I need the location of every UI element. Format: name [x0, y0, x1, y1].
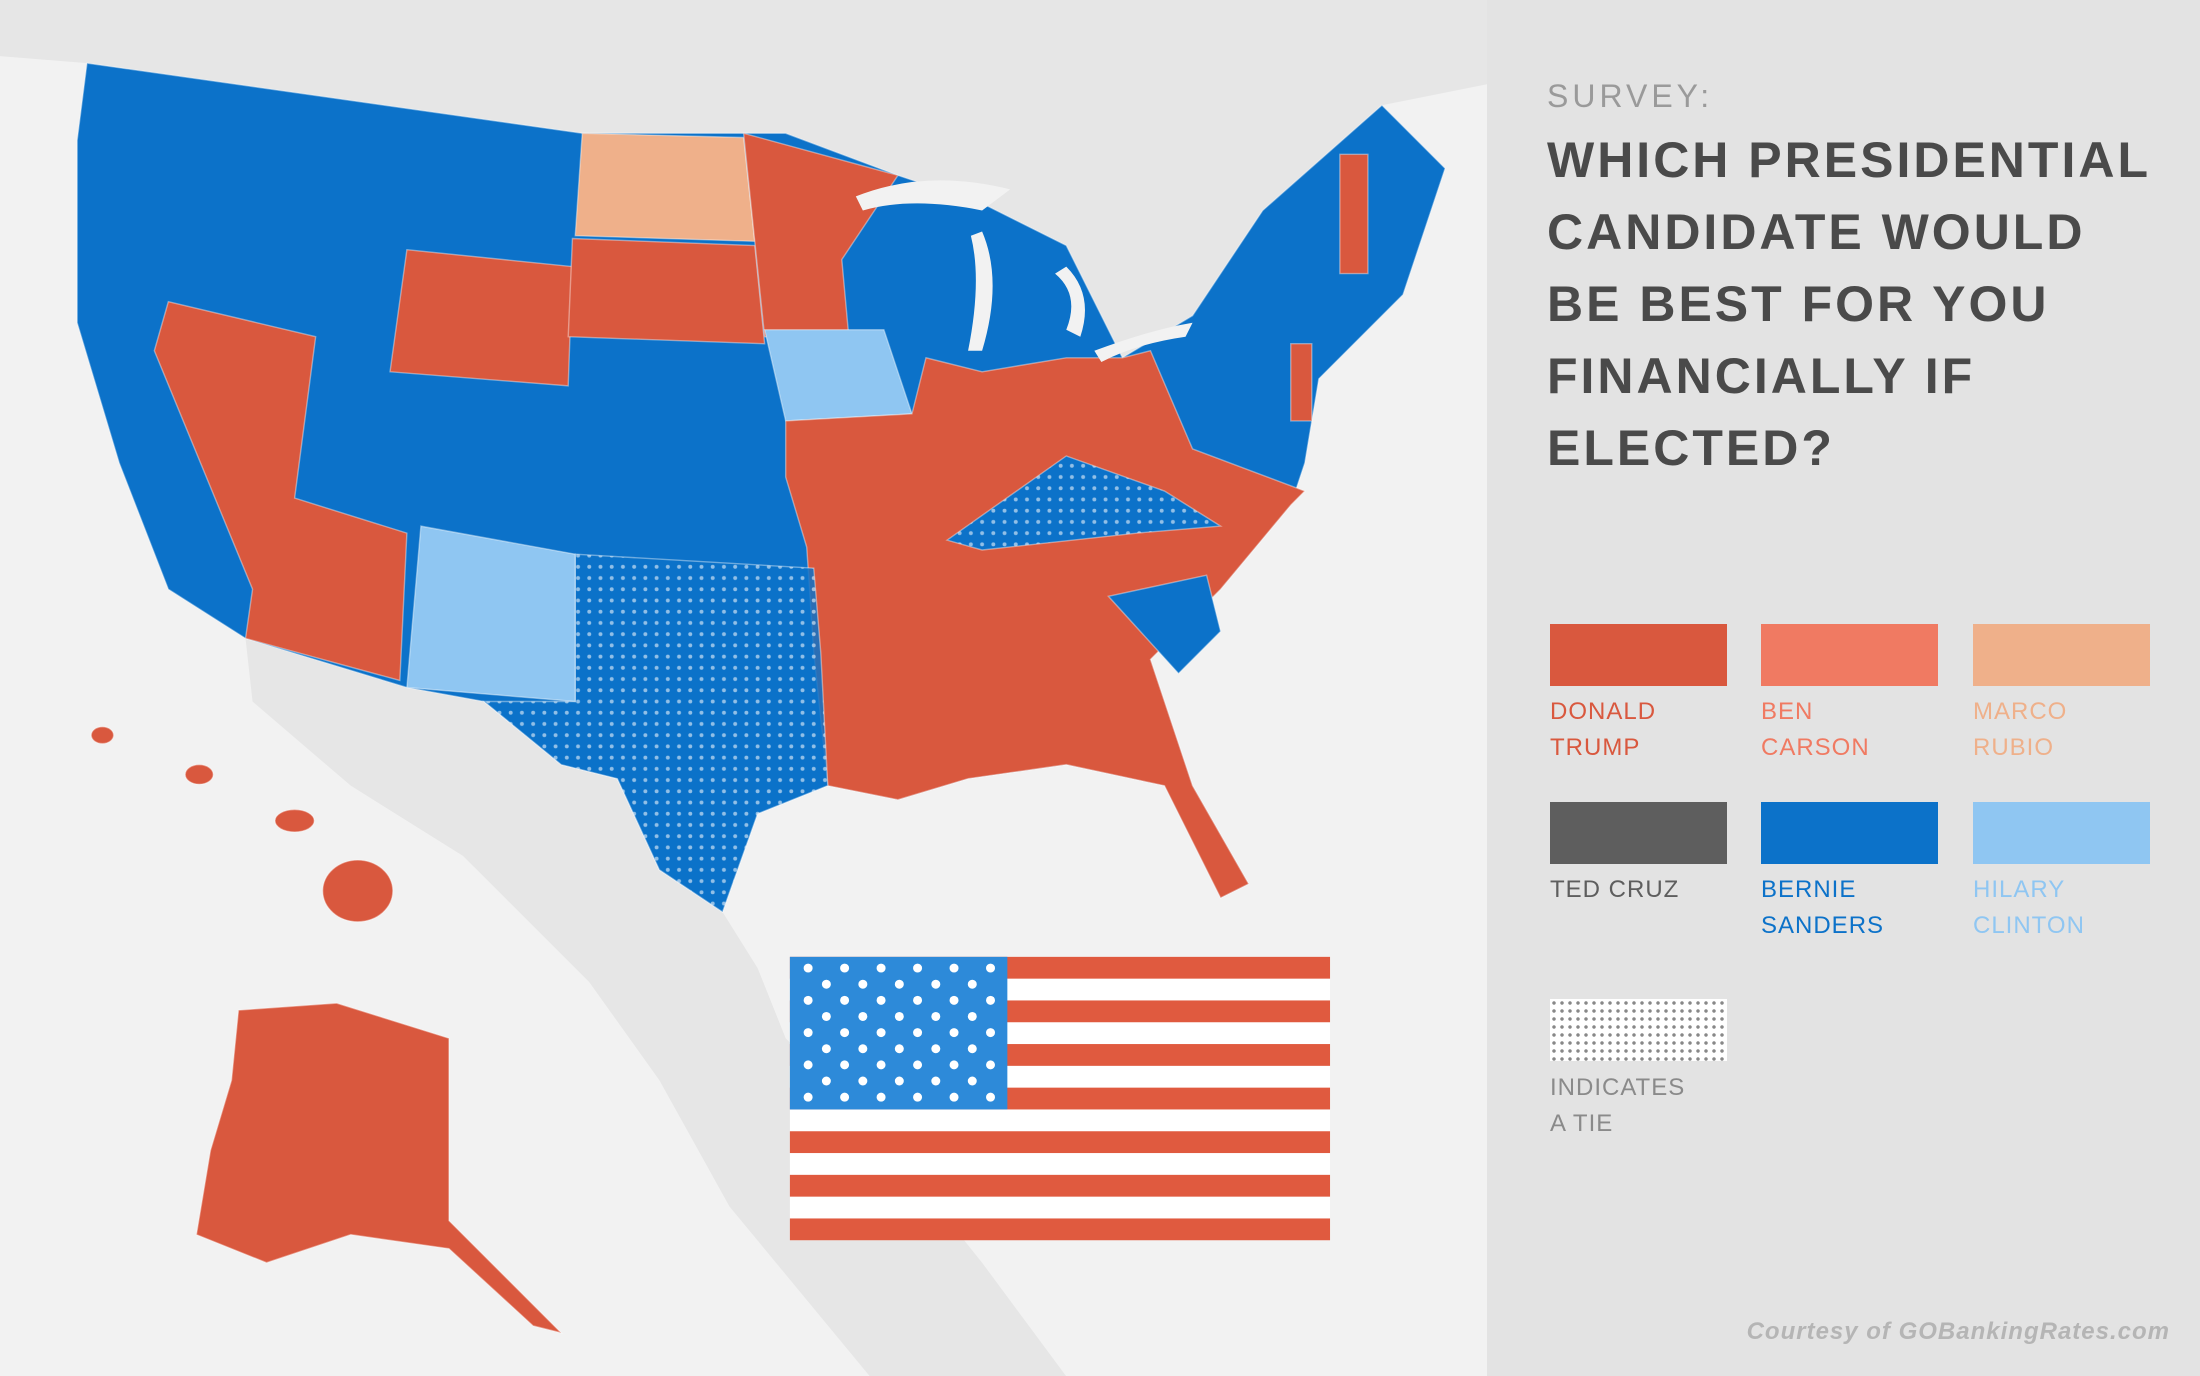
tie-swatch — [1550, 999, 1727, 1061]
flag-part — [840, 963, 850, 973]
state — [1290, 343, 1313, 422]
flag-part — [894, 1011, 904, 1021]
legend-swatch — [1973, 624, 2150, 686]
state — [406, 525, 576, 703]
land-canada — [0, 0, 1487, 358]
flag-part — [894, 979, 904, 989]
flag-part — [967, 1044, 977, 1054]
flag-part — [986, 1028, 996, 1038]
flag-part — [803, 1028, 813, 1038]
flag-part — [913, 1092, 923, 1102]
flag-part — [876, 995, 886, 1005]
flag-part — [913, 995, 923, 1005]
alaska — [195, 1002, 564, 1335]
flag-part — [803, 995, 813, 1005]
legend-label: DONALD TRUMP — [1550, 698, 1657, 761]
flag-part — [821, 979, 831, 989]
state — [742, 132, 900, 338]
legend-label: BERNIE SANDERS — [1761, 876, 1885, 939]
kicker: SURVEY: — [1547, 78, 1714, 114]
great-lakes — [855, 180, 1193, 362]
flag-part — [913, 963, 923, 973]
flag-part — [821, 1044, 831, 1054]
legend-swatch — [1550, 624, 1727, 686]
flag-part — [803, 963, 813, 973]
map — [0, 0, 1487, 1376]
state-tie — [484, 554, 828, 912]
flag-part — [949, 1028, 959, 1038]
flag-part — [840, 1060, 850, 1070]
state-tie — [947, 455, 1221, 550]
flag-part — [967, 1011, 977, 1021]
hawaii — [90, 726, 115, 745]
flag-part — [894, 1076, 904, 1086]
flag-part — [858, 1076, 868, 1086]
state — [1107, 574, 1222, 675]
state — [389, 248, 574, 387]
legend-label: HILARY CLINTON — [1973, 876, 2085, 939]
legend-label: TED CRUZ — [1550, 876, 1680, 903]
flag-part — [789, 956, 1008, 1110]
legend-label: BEN CARSON — [1761, 698, 1870, 761]
flag — [789, 956, 1331, 1241]
flag-part — [986, 1060, 996, 1070]
flag-part — [931, 1011, 941, 1021]
flag-part — [876, 1092, 886, 1102]
flag-part — [858, 1011, 868, 1021]
flag-part — [858, 1044, 868, 1054]
flag-part — [986, 963, 996, 973]
flag-part — [876, 1028, 886, 1038]
hawaii — [184, 763, 214, 785]
flag-part — [986, 1092, 996, 1102]
title: WHICH PRESIDENTIAL CANDIDATE WOULD BE BE… — [1547, 132, 2151, 476]
flag-part — [876, 1060, 886, 1070]
legend-swatch — [1761, 624, 1938, 686]
legend-swatch — [1973, 802, 2150, 864]
flag-part — [931, 979, 941, 989]
state — [1339, 153, 1369, 275]
flag-part — [949, 995, 959, 1005]
state-group — [153, 300, 408, 682]
flag-part — [821, 1011, 831, 1021]
state — [574, 132, 756, 243]
flag-part — [858, 979, 868, 989]
flag-part — [986, 995, 996, 1005]
flag-part — [931, 1076, 941, 1086]
flag-part — [949, 963, 959, 973]
side-panel: SURVEY: WHICH PRESIDENTIAL CANDIDATE WOU… — [1487, 0, 2200, 1376]
flag-part — [894, 1044, 904, 1054]
state — [567, 237, 766, 345]
flag-part — [967, 979, 977, 989]
flag-part — [949, 1092, 959, 1102]
flag-part — [821, 1076, 831, 1086]
legend-label: MARCO RUBIO — [1973, 698, 2068, 761]
credit: Courtesy of GOBankingRates.com — [1746, 1318, 2170, 1345]
legend-swatch — [1550, 802, 1727, 864]
flag-part — [803, 1092, 813, 1102]
flag-part — [913, 1060, 923, 1070]
hawaii — [274, 808, 315, 833]
flag-part — [803, 1060, 813, 1070]
flag-part — [789, 1218, 1331, 1241]
hawaii — [321, 859, 394, 923]
flag-part — [876, 963, 886, 973]
flag-part — [931, 1044, 941, 1054]
flag-part — [967, 1076, 977, 1086]
legend-swatch — [1761, 802, 1938, 864]
flag-part — [789, 1131, 1331, 1154]
flag-part — [840, 1028, 850, 1038]
flag-part — [840, 1092, 850, 1102]
flag-part — [789, 1174, 1331, 1197]
flag-part — [949, 1060, 959, 1070]
flag-part — [840, 995, 850, 1005]
tie-label: INDICATES A TIE — [1550, 1074, 1686, 1137]
flag-part — [913, 1028, 923, 1038]
